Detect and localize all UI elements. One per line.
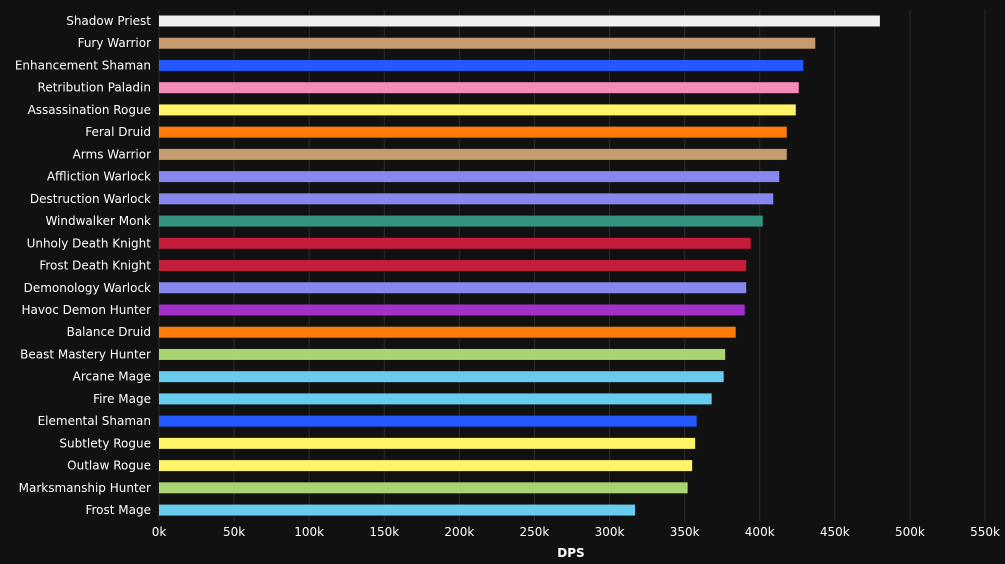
x-tick-label: 200k xyxy=(444,525,474,539)
bar[interactable] xyxy=(159,59,804,71)
category-label: Demonology Warlock xyxy=(24,281,151,295)
bar[interactable] xyxy=(159,437,696,449)
category-label: Elemental Shaman xyxy=(38,414,151,428)
category-label: Frost Mage xyxy=(85,503,151,517)
x-tick-label: 0k xyxy=(152,525,167,539)
bar[interactable] xyxy=(159,348,726,360)
bar[interactable] xyxy=(159,171,780,183)
x-tick-label: 400k xyxy=(745,525,775,539)
bar[interactable] xyxy=(159,104,796,116)
category-label: Marksmanship Hunter xyxy=(19,481,151,495)
category-label: Enhancement Shaman xyxy=(15,58,151,72)
bar[interactable] xyxy=(159,215,763,227)
bar[interactable] xyxy=(159,37,816,49)
category-label: Balance Druid xyxy=(67,325,151,339)
category-label: Arms Warrior xyxy=(73,147,151,161)
bar[interactable] xyxy=(159,260,747,272)
category-label: Arcane Mage xyxy=(73,370,151,384)
x-tick-label: 300k xyxy=(595,525,625,539)
x-tick-label: 500k xyxy=(895,525,925,539)
category-label: Fury Warrior xyxy=(78,36,151,50)
category-label: Havoc Demon Hunter xyxy=(21,303,151,317)
x-axis-title: DPS xyxy=(557,546,584,560)
bars xyxy=(159,15,880,516)
category-label: Unholy Death Knight xyxy=(27,236,152,250)
bar[interactable] xyxy=(159,415,697,427)
bar[interactable] xyxy=(159,15,880,27)
bar[interactable] xyxy=(159,460,693,472)
x-tick-label: 450k xyxy=(820,525,850,539)
x-tick-label: 150k xyxy=(369,525,399,539)
bar[interactable] xyxy=(159,326,736,338)
category-label: Affliction Warlock xyxy=(47,170,151,184)
category-label: Assassination Rogue xyxy=(28,103,151,117)
category-label: Retribution Paladin xyxy=(38,81,151,95)
x-tick-label: 250k xyxy=(520,525,550,539)
bar[interactable] xyxy=(159,193,774,205)
category-label: Feral Druid xyxy=(85,125,151,139)
category-label: Windwalker Monk xyxy=(45,214,151,228)
category-label: Frost Death Knight xyxy=(39,259,151,273)
bar[interactable] xyxy=(159,393,712,405)
x-tick-label: 100k xyxy=(294,525,324,539)
category-label: Subtlety Rogue xyxy=(59,436,151,450)
bar[interactable] xyxy=(159,82,799,94)
category-labels: Shadow Priest Fury Warrior Enhancement Sha… xyxy=(15,14,151,517)
x-tick-label: 350k xyxy=(670,525,700,539)
x-tick-labels: 0k 50k 100k 150k 200k 250k 300k 350k 400k 450k 500… xyxy=(152,525,1000,539)
bar[interactable] xyxy=(159,126,787,138)
bar[interactable] xyxy=(159,304,745,316)
category-label: Outlaw Rogue xyxy=(67,459,151,473)
category-label: Destruction Warlock xyxy=(30,192,151,206)
x-tick-label: 50k xyxy=(223,525,245,539)
category-label: Shadow Priest xyxy=(66,14,151,28)
x-tick-label: 550k xyxy=(970,525,1000,539)
category-label: Beast Mastery Hunter xyxy=(20,347,151,361)
bar[interactable] xyxy=(159,371,724,383)
category-label: Fire Mage xyxy=(93,392,151,406)
bar[interactable] xyxy=(159,237,751,249)
bar[interactable] xyxy=(159,504,636,516)
bar[interactable] xyxy=(159,282,747,294)
bar[interactable] xyxy=(159,482,688,494)
bar[interactable] xyxy=(159,148,787,160)
